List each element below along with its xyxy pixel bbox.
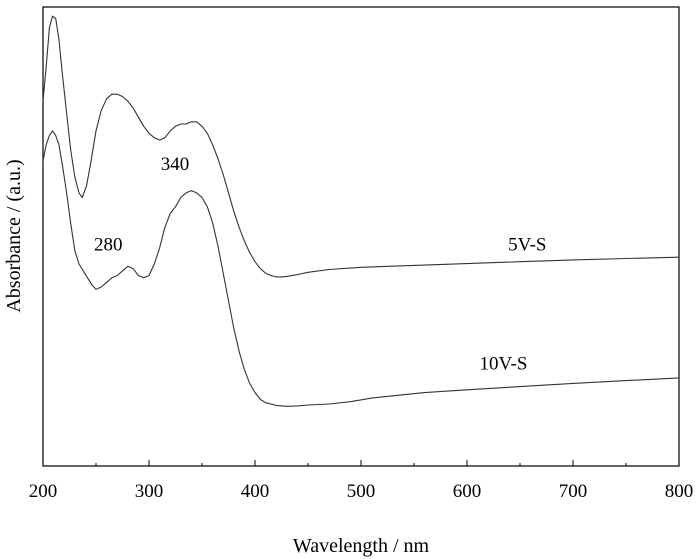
series-line-10V-S [42,130,680,407]
x-axis-ticks [42,460,680,466]
annotation-340: 340 [161,154,190,175]
x-tick-label-700: 700 [559,481,588,502]
plot-frame [42,6,680,467]
x-axis-title: Wavelength / nm [293,535,430,557]
x-tick-label-300: 300 [135,481,164,502]
annotation-280: 280 [94,234,123,255]
x-tick-label-400: 400 [241,481,270,502]
x-tick-label-500: 500 [347,481,376,502]
series-line-5V-S [42,15,680,278]
x-tick-label-600: 600 [453,481,482,502]
x-tick-label-200: 200 [29,481,58,502]
series-layer [42,15,680,407]
annotation-5V-S: 5V-S [508,234,546,255]
annotation-10V-S: 10V-S [480,354,528,375]
annotation-layer: 5V-S 10V-S 340 280 [94,154,547,375]
x-axis-tick-labels: 200 300 400 500 600 700 800 [29,481,694,502]
x-tick-label-800: 800 [665,481,694,502]
y-axis-title: Absorbance / (a.u.) [3,159,25,312]
